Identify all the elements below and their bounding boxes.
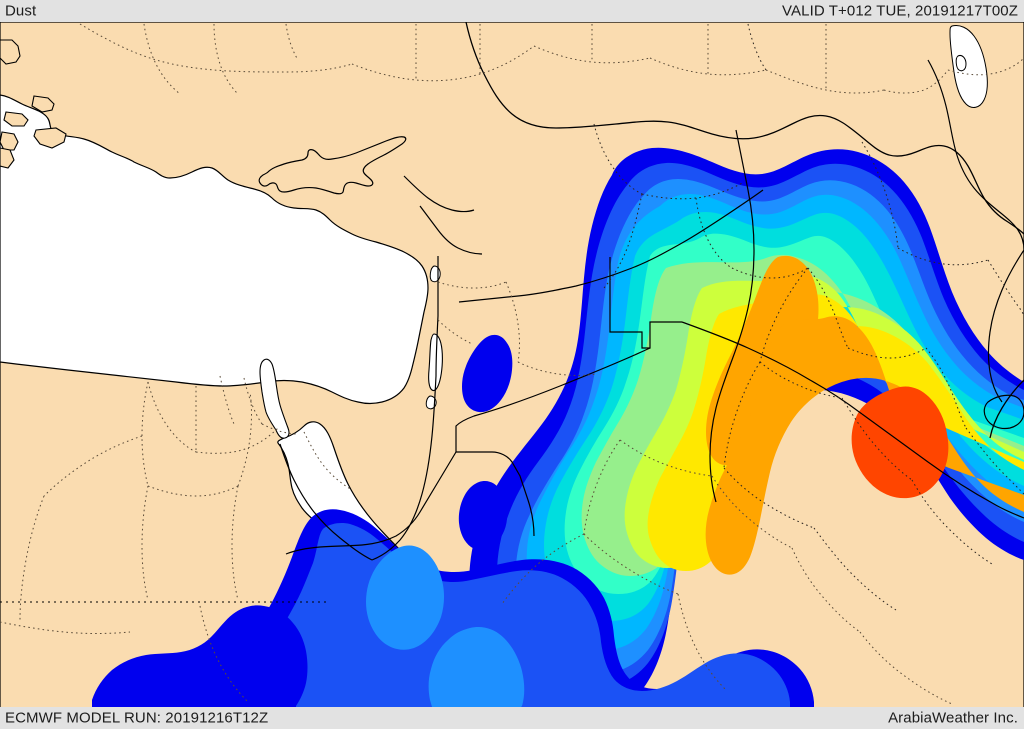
border-iraq-iran-south <box>987 249 1024 403</box>
internal-border-iraq-2 <box>847 347 927 359</box>
border-israel-jordan <box>371 255 439 561</box>
lake-tharthar <box>949 25 988 108</box>
internal-border-jordan-1 <box>437 281 507 289</box>
dust-contour-level-1-egypt-south <box>92 605 308 707</box>
internal-border-iraq-4 <box>759 267 809 363</box>
internal-border-turkey-1 <box>79 23 353 73</box>
product-title: Dust <box>5 2 37 20</box>
landmass-crete-east <box>0 147 15 169</box>
dust-contour-level-1-saudi-patch <box>458 481 508 551</box>
dust-contour-level-10-main-lower <box>705 316 1024 575</box>
dead-sea-water <box>428 333 443 392</box>
internal-border-egypt-9 <box>237 391 252 487</box>
internal-border-syria-4 <box>603 193 643 289</box>
internal-border-iraq-7 <box>723 361 761 469</box>
border-jordan-saudi-east <box>681 321 863 415</box>
mediterranean-sea <box>0 94 429 405</box>
internal-border-iraq-14 <box>987 259 1024 317</box>
border-israel-lebanon <box>419 205 483 255</box>
model-run-label: ECMWF MODEL RUN: 20191216T12Z <box>5 709 269 727</box>
internal-border-turkey-5 <box>351 45 535 82</box>
landmass-cyprus <box>258 136 407 195</box>
dust-contour-level-3-redsea-north <box>366 545 445 650</box>
border-kuwait <box>983 394 1024 430</box>
internal-border-egypt-8 <box>147 485 239 497</box>
internal-border-iraq-3 <box>925 347 967 429</box>
internal-border-turkey-14 <box>883 69 949 94</box>
internal-border-saudi-8 <box>859 631 953 705</box>
border-layer <box>0 21 1024 705</box>
border-turkey-syria <box>465 21 1024 235</box>
internal-border-iraq-12 <box>861 141 899 249</box>
internal-border-saudi-3 <box>583 533 679 595</box>
internal-border-turkey-10 <box>649 57 767 76</box>
landmass-karpathos <box>0 131 19 151</box>
dust-contour-level-1-jordan-patch <box>462 334 513 413</box>
border-syria-iraq <box>709 129 755 503</box>
landmass-greek-island-3 <box>3 111 29 127</box>
gulf-of-suez-water <box>259 358 290 439</box>
internal-border-iraq-5 <box>759 361 843 399</box>
border-lebanon-syria <box>403 175 475 213</box>
dust-contour-level-2-redsea <box>232 523 790 707</box>
landmass-greek-island-1 <box>0 39 21 65</box>
bottom-info-bar: ECMWF MODEL RUN: 20191216T12Z ArabiaWeat… <box>0 707 1024 729</box>
coastline-gulf <box>989 379 1024 439</box>
sea-of-galilee <box>429 265 441 283</box>
internal-border-syria-3 <box>695 197 733 269</box>
internal-border-iraq-10 <box>965 427 1024 495</box>
landmass-rhodes <box>33 127 67 149</box>
border-iraq-iran <box>927 59 1024 251</box>
valid-time-label: VALID T+012 TUE, 20191217T00Z <box>782 2 1018 20</box>
internal-border-iraq-13 <box>897 247 989 266</box>
internal-border-egypt-sinai <box>303 431 353 491</box>
top-info-bar: Dust VALID T+012 TUE, 20191217T00Z <box>0 0 1024 22</box>
internal-border-turkey-12 <box>765 69 885 94</box>
internal-border-egypt-6 <box>261 423 299 435</box>
internal-border-saudi-1 <box>619 439 713 477</box>
internal-border-egypt-14 <box>0 621 131 634</box>
dust-contour-level-3-redsea-south <box>428 627 525 707</box>
border-jordan-south <box>285 451 457 555</box>
internal-border-turkey-8 <box>533 45 651 64</box>
internal-border-jordan-2 <box>505 281 520 363</box>
internal-border-saudi-2 <box>583 439 621 535</box>
internal-border-egypt-7 <box>141 381 149 487</box>
internal-border-saudi-7 <box>501 533 585 605</box>
provider-label: ArabiaWeather Inc. <box>888 709 1018 727</box>
border-syria-jordan <box>458 189 764 303</box>
lake-habbaniyah <box>955 55 967 72</box>
border-egypt-israel <box>279 443 373 561</box>
internal-border-turkey-4 <box>285 23 299 61</box>
dust-contour-layer <box>92 147 1024 719</box>
landmass-greek-island-2 <box>31 95 55 113</box>
internal-border-iraq-1 <box>807 267 849 349</box>
border-jordan-panhandle <box>455 347 651 537</box>
border-jordan-saudi-north <box>609 257 682 349</box>
border-saudi-iraq <box>861 413 1024 519</box>
dust-contour-level-10-main-upper <box>706 255 819 466</box>
